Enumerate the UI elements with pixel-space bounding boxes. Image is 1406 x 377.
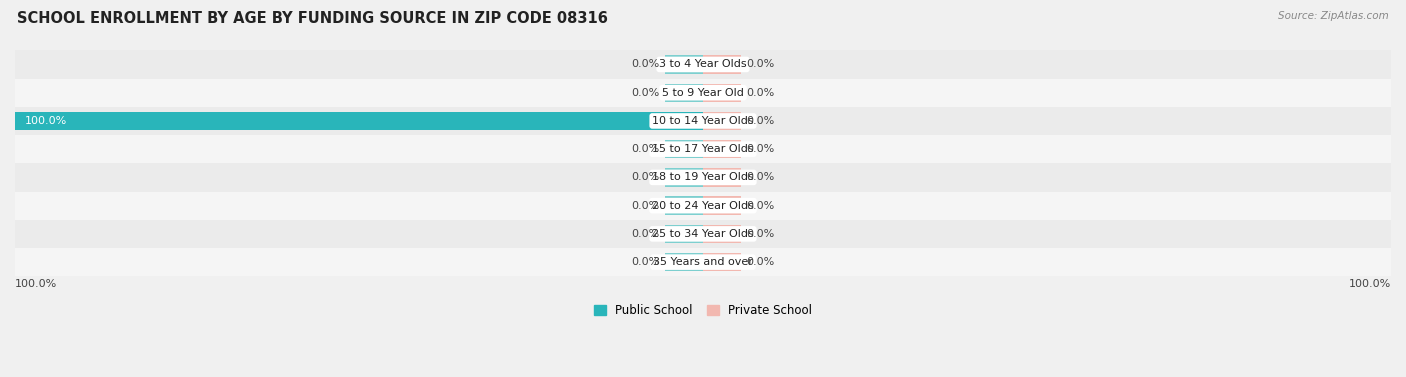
Text: 0.0%: 0.0%: [631, 60, 659, 69]
Text: SCHOOL ENROLLMENT BY AGE BY FUNDING SOURCE IN ZIP CODE 08316: SCHOOL ENROLLMENT BY AGE BY FUNDING SOUR…: [17, 11, 607, 26]
Text: 15 to 17 Year Olds: 15 to 17 Year Olds: [652, 144, 754, 154]
Text: 0.0%: 0.0%: [747, 60, 775, 69]
Text: 0.0%: 0.0%: [747, 172, 775, 182]
Bar: [703, 84, 741, 102]
Bar: [15, 248, 1391, 276]
Legend: Public School, Private School: Public School, Private School: [589, 300, 817, 322]
Text: 0.0%: 0.0%: [747, 88, 775, 98]
Bar: [665, 84, 703, 102]
Text: 0.0%: 0.0%: [631, 201, 659, 211]
Text: 0.0%: 0.0%: [747, 116, 775, 126]
Bar: [703, 55, 741, 74]
Bar: [665, 253, 703, 271]
Text: 0.0%: 0.0%: [747, 144, 775, 154]
Bar: [665, 140, 703, 158]
Text: 0.0%: 0.0%: [631, 172, 659, 182]
Text: 18 to 19 Year Olds: 18 to 19 Year Olds: [652, 172, 754, 182]
Bar: [15, 51, 1391, 78]
Bar: [665, 196, 703, 215]
Bar: [703, 168, 741, 187]
Bar: [15, 112, 703, 130]
Text: 100.0%: 100.0%: [15, 279, 58, 289]
Text: 3 to 4 Year Olds: 3 to 4 Year Olds: [659, 60, 747, 69]
Text: 5 to 9 Year Old: 5 to 9 Year Old: [662, 88, 744, 98]
Text: Source: ZipAtlas.com: Source: ZipAtlas.com: [1278, 11, 1389, 21]
Bar: [665, 55, 703, 74]
Bar: [665, 225, 703, 243]
Text: 0.0%: 0.0%: [747, 229, 775, 239]
Text: 0.0%: 0.0%: [631, 144, 659, 154]
Text: 100.0%: 100.0%: [25, 116, 67, 126]
Text: 0.0%: 0.0%: [631, 229, 659, 239]
Text: 25 to 34 Year Olds: 25 to 34 Year Olds: [652, 229, 754, 239]
Bar: [703, 196, 741, 215]
Bar: [15, 135, 1391, 163]
Text: 100.0%: 100.0%: [1348, 279, 1391, 289]
Bar: [15, 192, 1391, 220]
Text: 0.0%: 0.0%: [631, 88, 659, 98]
Bar: [703, 225, 741, 243]
Text: 0.0%: 0.0%: [631, 257, 659, 267]
Text: 10 to 14 Year Olds: 10 to 14 Year Olds: [652, 116, 754, 126]
Text: 35 Years and over: 35 Years and over: [652, 257, 754, 267]
Bar: [15, 78, 1391, 107]
Bar: [665, 168, 703, 187]
Text: 0.0%: 0.0%: [747, 257, 775, 267]
Bar: [703, 140, 741, 158]
Text: 0.0%: 0.0%: [747, 201, 775, 211]
Bar: [15, 220, 1391, 248]
Bar: [15, 107, 1391, 135]
Bar: [703, 112, 741, 130]
Bar: [15, 163, 1391, 192]
Text: 20 to 24 Year Olds: 20 to 24 Year Olds: [652, 201, 754, 211]
Bar: [703, 253, 741, 271]
